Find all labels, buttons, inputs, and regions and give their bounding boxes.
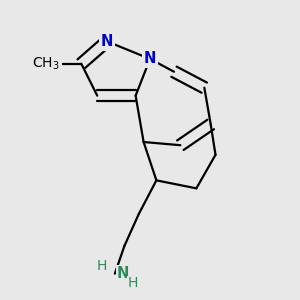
Text: CH$_3$: CH$_3$ bbox=[32, 56, 60, 72]
Text: H: H bbox=[127, 276, 138, 290]
Text: N: N bbox=[101, 34, 113, 49]
Text: H: H bbox=[97, 259, 107, 273]
Text: N: N bbox=[144, 51, 156, 66]
Text: N: N bbox=[117, 266, 129, 281]
